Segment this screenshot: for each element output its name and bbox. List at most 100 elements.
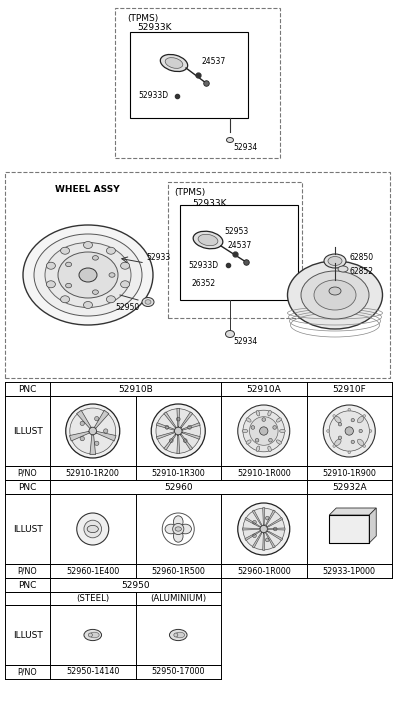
Ellipse shape [351,440,355,443]
Bar [329,515,369,543]
Ellipse shape [314,280,356,310]
Ellipse shape [77,513,109,545]
Text: 52960-1E400: 52960-1E400 [66,566,119,576]
Ellipse shape [329,411,369,451]
Bar [115,8,280,158]
Polygon shape [263,507,265,525]
Ellipse shape [345,427,353,435]
Text: P/NO: P/NO [17,566,37,576]
Ellipse shape [335,417,341,423]
Text: 52910F: 52910F [332,385,366,393]
Ellipse shape [84,521,102,538]
Ellipse shape [243,508,285,550]
Ellipse shape [252,521,256,524]
Text: 52910-1R200: 52910-1R200 [66,468,119,478]
Text: (ALUMINIUM): (ALUMINIUM) [150,594,206,603]
Ellipse shape [176,417,180,421]
Polygon shape [267,531,283,541]
Ellipse shape [323,405,375,457]
Ellipse shape [246,440,251,444]
Ellipse shape [246,418,251,422]
Ellipse shape [357,417,364,423]
Ellipse shape [198,234,218,246]
Text: (TPMS): (TPMS) [127,14,158,23]
Polygon shape [182,422,200,430]
Ellipse shape [160,55,188,71]
Ellipse shape [23,225,153,325]
Ellipse shape [269,438,272,442]
Ellipse shape [83,302,93,308]
Ellipse shape [287,261,382,329]
Ellipse shape [238,503,290,555]
Ellipse shape [327,430,329,433]
Ellipse shape [104,429,108,433]
Polygon shape [182,432,200,439]
Polygon shape [252,510,262,526]
Text: 52910A: 52910A [247,385,281,393]
Text: 26352: 26352 [192,278,216,287]
Ellipse shape [106,296,116,302]
Ellipse shape [94,441,99,446]
Text: 52960-1R000: 52960-1R000 [237,566,291,576]
Bar [168,182,302,318]
Polygon shape [156,422,174,430]
Text: 52960: 52960 [164,483,193,491]
Ellipse shape [173,523,184,534]
Polygon shape [69,431,89,441]
Ellipse shape [227,137,233,142]
Polygon shape [268,528,285,530]
Ellipse shape [170,630,187,640]
Polygon shape [369,508,376,543]
Ellipse shape [324,254,346,268]
Ellipse shape [66,404,120,458]
Ellipse shape [193,231,223,249]
Text: 24537: 24537 [202,57,226,65]
Ellipse shape [183,438,187,443]
Ellipse shape [266,516,269,520]
Ellipse shape [66,262,71,267]
Ellipse shape [175,632,185,638]
Ellipse shape [274,527,277,531]
Polygon shape [177,435,179,454]
Ellipse shape [273,425,276,429]
Ellipse shape [256,446,260,451]
Ellipse shape [121,281,129,288]
Ellipse shape [268,411,271,416]
Ellipse shape [260,427,268,435]
Text: (TPMS): (TPMS) [174,188,205,196]
Polygon shape [245,531,260,541]
Ellipse shape [93,256,98,260]
Ellipse shape [156,409,200,453]
Text: ILLUST: ILLUST [13,524,42,534]
Text: 52932A: 52932A [332,483,366,491]
Ellipse shape [249,417,278,446]
Text: 52933K: 52933K [192,199,227,209]
Ellipse shape [225,331,235,337]
Ellipse shape [351,419,355,422]
Text: P/NO: P/NO [17,468,37,478]
Ellipse shape [61,296,69,302]
Ellipse shape [34,234,142,316]
Text: 52933-1P000: 52933-1P000 [323,566,376,576]
Ellipse shape [262,418,266,422]
Ellipse shape [165,524,177,534]
Text: (STEEL): (STEEL) [76,594,109,603]
Text: 62850: 62850 [349,252,373,262]
Ellipse shape [348,409,351,411]
Ellipse shape [252,534,256,537]
Text: ILLUST: ILLUST [13,427,42,435]
Ellipse shape [151,404,205,458]
Polygon shape [266,532,275,548]
Polygon shape [164,434,176,450]
Text: 52950: 52950 [115,303,139,313]
Ellipse shape [175,527,181,531]
Text: 52960-1R500: 52960-1R500 [151,566,205,576]
Ellipse shape [329,287,341,295]
Ellipse shape [109,273,115,277]
Polygon shape [266,510,275,526]
Ellipse shape [338,422,342,426]
Ellipse shape [242,430,248,433]
Ellipse shape [255,438,259,442]
Text: 52910-1R900: 52910-1R900 [322,468,376,478]
Polygon shape [177,409,179,427]
